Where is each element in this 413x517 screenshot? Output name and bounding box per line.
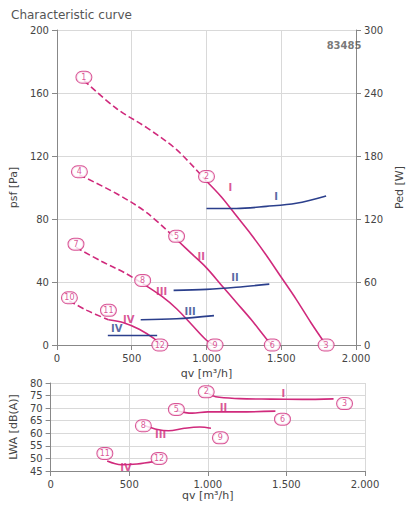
svg-text:2: 2 [204, 172, 209, 181]
svg-text:I: I [229, 182, 233, 193]
svg-text:300: 300 [364, 25, 383, 36]
svg-text:1.500: 1.500 [272, 479, 301, 490]
svg-text:9: 9 [212, 341, 217, 350]
svg-text:II: II [220, 402, 227, 413]
svg-text:IV: IV [123, 314, 135, 325]
svg-text:160: 160 [30, 88, 49, 99]
svg-text:III: III [156, 286, 167, 297]
svg-text:120: 120 [30, 151, 49, 162]
svg-text:200: 200 [30, 25, 49, 36]
svg-text:2.000: 2.000 [351, 479, 380, 490]
svg-text:8: 8 [140, 276, 145, 285]
svg-text:65: 65 [30, 415, 43, 426]
svg-text:psf [Pa]: psf [Pa] [7, 167, 20, 209]
svg-text:120: 120 [364, 214, 383, 225]
svg-text:500: 500 [122, 353, 141, 364]
svg-text:60: 60 [364, 277, 377, 288]
svg-text:qv [m³/h]: qv [m³/h] [181, 367, 232, 380]
svg-text:1.000: 1.000 [193, 479, 222, 490]
svg-text:1.000: 1.000 [192, 353, 221, 364]
svg-text:6: 6 [280, 415, 285, 424]
svg-text:3: 3 [324, 341, 329, 350]
svg-text:2: 2 [204, 387, 209, 396]
svg-text:2.000: 2.000 [342, 353, 371, 364]
svg-text:45: 45 [30, 466, 43, 477]
svg-text:500: 500 [120, 479, 139, 490]
svg-text:II: II [231, 272, 238, 283]
svg-text:1.500: 1.500 [267, 353, 296, 364]
svg-text:III: III [184, 306, 195, 317]
svg-text:40: 40 [36, 277, 49, 288]
svg-text:7: 7 [73, 240, 78, 249]
svg-text:60: 60 [30, 428, 43, 439]
svg-text:I: I [274, 191, 278, 202]
svg-text:70: 70 [30, 403, 43, 414]
svg-text:qv [m³/h]: qv [m³/h] [182, 489, 233, 502]
svg-text:240: 240 [364, 88, 383, 99]
svg-text:II: II [198, 251, 205, 262]
svg-text:75: 75 [30, 390, 43, 401]
svg-text:10: 10 [64, 293, 74, 302]
svg-text:6: 6 [270, 341, 275, 350]
svg-text:LWA [dB(A)]: LWA [dB(A)] [7, 394, 20, 460]
svg-text:0: 0 [364, 340, 370, 351]
svg-text:12: 12 [155, 341, 165, 350]
svg-text:9: 9 [218, 433, 223, 442]
svg-text:5: 5 [174, 232, 179, 241]
svg-text:83485: 83485 [327, 40, 362, 51]
svg-text:8: 8 [141, 421, 146, 430]
svg-text:I: I [281, 388, 285, 399]
svg-text:0: 0 [54, 353, 60, 364]
svg-text:0: 0 [47, 479, 53, 490]
svg-text:Ped [W]: Ped [W] [393, 166, 406, 209]
svg-text:IV: IV [111, 323, 123, 334]
svg-text:0: 0 [43, 340, 49, 351]
svg-text:Characteristic curve: Characteristic curve [11, 8, 132, 22]
svg-text:12: 12 [154, 454, 164, 463]
svg-text:4: 4 [77, 167, 82, 176]
svg-text:55: 55 [30, 440, 43, 451]
svg-text:80: 80 [30, 378, 43, 389]
svg-text:50: 50 [30, 453, 43, 464]
svg-text:80: 80 [36, 214, 49, 225]
svg-text:11: 11 [100, 449, 110, 458]
svg-text:11: 11 [103, 306, 113, 315]
svg-text:180: 180 [364, 151, 383, 162]
svg-text:1: 1 [81, 73, 86, 82]
svg-text:5: 5 [174, 405, 179, 414]
svg-text:IV: IV [120, 462, 132, 473]
svg-text:III: III [155, 429, 166, 440]
svg-text:3: 3 [342, 399, 347, 408]
